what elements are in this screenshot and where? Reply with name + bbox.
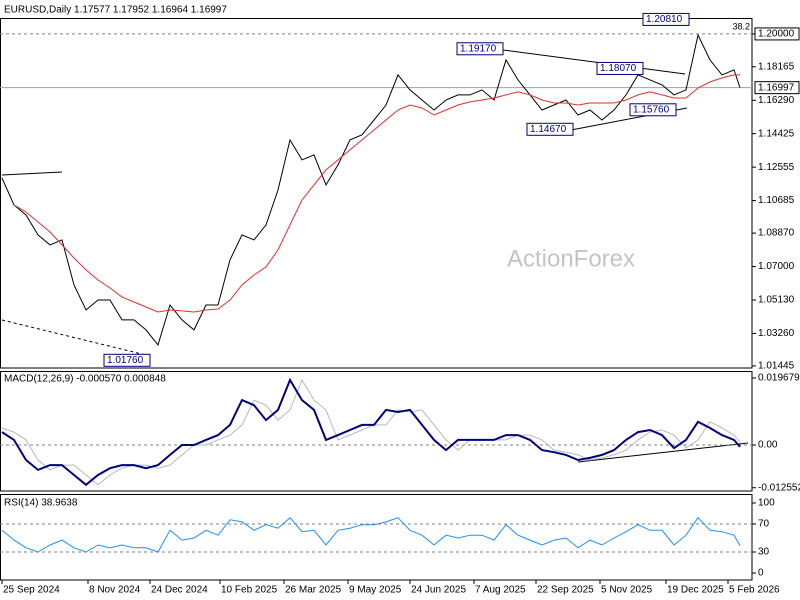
x-tick-label: 7 Aug 2025 xyxy=(475,585,526,596)
x-tick-label: 8 Nov 2024 xyxy=(89,585,141,596)
y-tick-label: 1.08870 xyxy=(758,228,795,239)
rsi-title: RSI(14) 38.9638 xyxy=(4,498,78,509)
trend-line xyxy=(1,171,63,176)
price-label-box xyxy=(456,42,504,56)
y-tick-label: 1.20000 xyxy=(758,29,795,40)
y-tick-label: 1.07000 xyxy=(758,261,795,272)
y-tick-label: 100 xyxy=(758,498,775,509)
last-price-box xyxy=(754,81,800,95)
x-tick-label: 19 Dec 2025 xyxy=(667,585,724,596)
series-line xyxy=(1,377,741,487)
x-tick-label: 24 Dec 2024 xyxy=(151,585,208,596)
y-tick-label: 1.14425 xyxy=(758,128,795,139)
y-tick-label: 1.16290 xyxy=(758,95,795,106)
level-label: 38.2 xyxy=(732,21,750,31)
x-tick-label: 5 Nov 2025 xyxy=(601,585,653,596)
y-tick-label: 1.01445 xyxy=(758,361,795,372)
y-tick-label: 0.00 xyxy=(758,440,778,451)
chart-title: EURUSD,Daily 1.17577 1.17952 1.16964 1.1… xyxy=(4,5,227,16)
y-tick-label: 1.10685 xyxy=(758,195,795,206)
series-line xyxy=(13,74,740,313)
trend-line xyxy=(502,49,686,75)
x-tick-label: 26 Mar 2025 xyxy=(285,585,342,596)
price-label: 1.20810 xyxy=(646,14,683,25)
price-label-box xyxy=(642,12,690,26)
x-tick-label: 5 Feb 2026 xyxy=(729,585,780,596)
trend-line xyxy=(1,319,151,357)
x-tick-label: 24 Jun 2025 xyxy=(411,585,466,596)
price-label: 1.14670 xyxy=(530,124,567,135)
y-tick-label: 1.03260 xyxy=(758,328,795,339)
price-panel xyxy=(0,18,753,369)
price-label: 1.18070 xyxy=(600,63,637,74)
x-tick-label: 9 May 2025 xyxy=(349,585,402,596)
trend-line xyxy=(577,442,749,463)
y-tick-label: -0.012552 xyxy=(758,482,800,493)
price-label-box xyxy=(596,61,644,75)
y-tick-label: 1.05130 xyxy=(758,295,795,306)
rsi-panel xyxy=(0,494,753,581)
x-tick-label: 22 Sep 2025 xyxy=(537,585,594,596)
y-tick-label: 1.12555 xyxy=(758,162,795,173)
y-tick-label: 1.18165 xyxy=(758,61,795,72)
y-tick-label: 30 xyxy=(758,547,770,558)
y-tick-label: 70 xyxy=(758,519,770,530)
series-line xyxy=(1,33,741,346)
x-tick-label: 10 Feb 2025 xyxy=(221,585,278,596)
macd-panel xyxy=(0,371,753,492)
watermark: ActionForex xyxy=(507,245,635,272)
price-label-box xyxy=(103,353,151,367)
series-line xyxy=(1,516,741,553)
x-tick-label: 25 Sep 2024 xyxy=(3,585,60,596)
y-tick-label: 0 xyxy=(758,568,764,579)
price-label-box xyxy=(526,122,574,136)
price-label: 1.15760 xyxy=(633,104,670,115)
tick-box xyxy=(754,27,800,41)
price-label: 1.01760 xyxy=(107,355,144,366)
price-label: 1.19170 xyxy=(460,43,497,54)
price-label-box xyxy=(629,103,677,117)
last-price-label: 1.16997 xyxy=(758,82,795,93)
y-tick-label: 0.019679 xyxy=(758,373,800,384)
macd-title: MACD(12,26,9) -0.000570 0.000848 xyxy=(4,374,166,385)
